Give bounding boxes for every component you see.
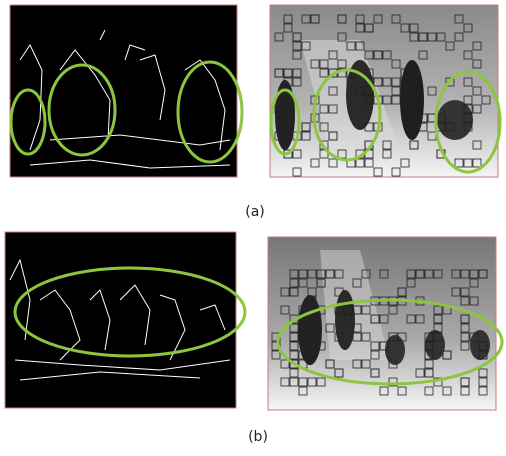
panel-label: (b) [248,429,268,445]
edge-map-a [10,5,242,177]
edge-map-b [5,232,245,408]
figure: (a) (b) [0,0,506,452]
panel-label: (a) [245,204,265,220]
photo-a [270,5,500,177]
photo-b [268,237,502,410]
